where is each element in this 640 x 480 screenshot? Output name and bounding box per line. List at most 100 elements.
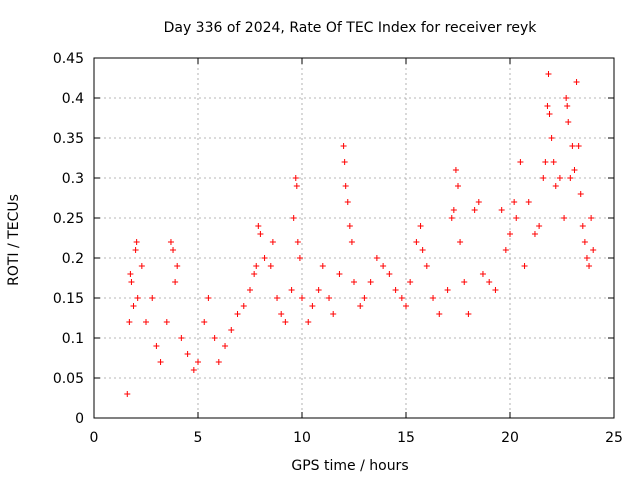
data-point <box>461 279 468 285</box>
data-point <box>565 119 572 125</box>
data-point <box>215 359 222 365</box>
data-point <box>444 287 451 293</box>
grid-lines <box>94 58 614 418</box>
data-point <box>392 287 399 293</box>
data-point <box>128 279 135 285</box>
data-point <box>299 295 305 301</box>
data-point <box>590 247 597 253</box>
data-point <box>513 215 520 221</box>
x-tick-label: 15 <box>397 430 415 446</box>
data-point <box>540 175 547 181</box>
data-point <box>457 239 464 245</box>
y-tick-label: 0.35 <box>53 131 84 147</box>
data-point <box>294 239 301 245</box>
data-point <box>436 311 443 317</box>
plot-frame <box>93 57 615 419</box>
data-point <box>586 263 593 269</box>
data-point <box>373 255 380 261</box>
data-point <box>569 143 576 149</box>
data-point <box>172 279 179 285</box>
data-point <box>548 135 555 141</box>
data-point <box>178 335 185 341</box>
data-point <box>564 103 571 109</box>
data-point <box>257 231 264 237</box>
data-point <box>309 303 316 309</box>
data-point <box>413 239 420 245</box>
data-point <box>450 207 457 213</box>
x-tick-label: 0 <box>90 430 99 446</box>
data-point <box>465 311 472 317</box>
data-point <box>498 207 505 213</box>
data-point <box>163 319 170 325</box>
data-point <box>581 239 588 245</box>
data-point <box>205 295 212 301</box>
data-point <box>471 207 478 213</box>
data-point <box>348 239 355 245</box>
axes: 0 5 10 15 20 25 0 0.05 0.1 0.15 0.2 0.25 0.3 0.35 0.4 0… <box>53 51 623 446</box>
data-point <box>228 327 235 333</box>
x-tick-label: 5 <box>194 430 203 446</box>
y-tick-label: 0.15 <box>53 291 84 307</box>
data-point <box>380 263 387 269</box>
data-point <box>398 295 405 301</box>
data-point <box>269 239 276 245</box>
data-point <box>344 199 351 205</box>
data-point <box>124 391 131 397</box>
data-point <box>267 263 274 269</box>
data-point <box>511 199 518 205</box>
data-point <box>240 303 247 309</box>
data-point <box>290 215 297 221</box>
data-point <box>361 295 368 301</box>
data-point <box>274 295 281 301</box>
data-point <box>502 247 509 253</box>
data-point <box>357 303 364 309</box>
data-point <box>342 183 349 189</box>
data-point <box>138 263 145 269</box>
data-point <box>403 303 409 309</box>
x-axis-label: GPS time / hours <box>291 458 408 474</box>
data-point <box>251 271 258 277</box>
data-point <box>544 103 551 109</box>
data-point <box>386 271 393 277</box>
data-point <box>531 231 538 237</box>
data-point <box>278 311 285 317</box>
data-point <box>475 199 482 205</box>
data-point <box>479 271 486 277</box>
y-tick-label: 0.1 <box>62 331 84 347</box>
data-point <box>430 295 437 301</box>
data-point <box>305 319 312 325</box>
data-point <box>486 279 493 285</box>
data-point <box>561 215 568 221</box>
data-point <box>130 303 137 309</box>
data-point <box>579 223 586 229</box>
data-point <box>326 295 333 301</box>
data-point <box>423 263 430 269</box>
data-point <box>253 263 260 269</box>
data-point <box>577 191 584 197</box>
y-tick-label: 0.3 <box>62 171 84 187</box>
data-point <box>367 279 374 285</box>
data-point <box>195 359 201 365</box>
data-point <box>417 223 424 229</box>
data-point <box>184 351 191 357</box>
data-point <box>247 287 253 293</box>
data-point <box>201 319 208 325</box>
chart-title: Day 336 of 2024, Rate Of TEC Index for r… <box>164 20 538 36</box>
data-points <box>124 71 597 397</box>
data-point <box>351 279 357 285</box>
data-point <box>341 159 348 165</box>
data-point <box>452 167 459 173</box>
data-point <box>583 255 590 261</box>
data-point <box>293 183 300 189</box>
data-point <box>419 247 426 253</box>
y-axis-label: ROTI / TECUs <box>6 194 22 286</box>
data-point <box>288 287 295 293</box>
data-point <box>127 271 134 277</box>
data-point <box>563 95 570 101</box>
data-point <box>143 319 149 325</box>
data-point <box>319 263 326 269</box>
data-point <box>222 343 229 349</box>
data-point <box>190 367 197 373</box>
data-point <box>133 239 140 245</box>
data-point <box>132 247 139 253</box>
